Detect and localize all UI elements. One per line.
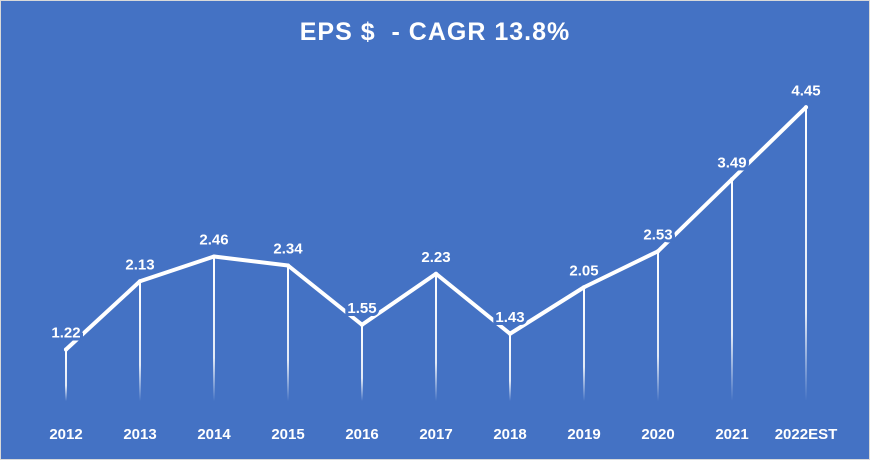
data-label-2013: 2.13 (125, 256, 154, 273)
drop-line-2016 (361, 324, 363, 401)
drop-line-2020 (657, 251, 659, 401)
data-point-2022est (804, 105, 808, 110)
data-point-2020 (656, 249, 660, 254)
data-label-2019: 2.05 (569, 262, 598, 279)
drop-line-2017 (435, 273, 437, 401)
data-label-2012: 1.22 (51, 325, 80, 342)
x-tick-label-2018: 2018 (493, 426, 526, 443)
drop-lines (65, 107, 807, 401)
x-tick-label-2017: 2017 (419, 426, 452, 443)
data-point-2021 (730, 177, 734, 182)
data-label-2021: 3.49 (717, 154, 746, 171)
x-tick-label-2021: 2021 (715, 426, 748, 443)
data-point-2017 (434, 271, 438, 276)
x-tick-label-2013: 2013 (123, 426, 156, 443)
data-point-2015 (286, 263, 290, 268)
data-point-2013 (138, 279, 142, 284)
data-point-2019 (582, 285, 586, 290)
x-tick-label-2022est: 2022EST (775, 426, 838, 443)
x-tick-label-2012: 2012 (49, 426, 82, 443)
x-tick-label-2014: 2014 (197, 426, 231, 443)
drop-line-2015 (287, 265, 289, 401)
data-label-2016: 1.55 (347, 300, 376, 317)
x-tick-label-2016: 2016 (345, 426, 378, 443)
data-label-2017: 2.23 (421, 249, 450, 266)
data-point-2012 (64, 347, 68, 352)
data-label-2014: 2.46 (199, 232, 228, 249)
drop-line-2018 (509, 333, 511, 401)
drop-line-2014 (213, 256, 215, 401)
chart-title: EPS $ - CAGR 13.8% (299, 18, 571, 46)
data-point-2018 (508, 331, 512, 336)
x-tick-label-2019: 2019 (567, 426, 600, 443)
data-label-2022est: 4.45 (791, 82, 820, 99)
series-line-group (64, 105, 808, 352)
drop-line-2013 (139, 281, 141, 401)
data-labels: 1.22 2.13 2.46 2.34 1.55 2.23 1.43 2.05 2.53 3.49… (48, 79, 823, 344)
drop-line-2021 (731, 179, 733, 401)
drop-line-2022est (805, 107, 807, 401)
drop-line-2019 (583, 287, 585, 401)
data-label-2015: 2.34 (273, 241, 303, 258)
data-label-2020: 2.53 (643, 226, 672, 243)
x-tick-label-2015: 2015 (271, 426, 304, 443)
drop-line-2012 (65, 349, 67, 401)
x-axis-tick-labels: 2012 2013 2014 2015 2016 2017 2018 2019 2020 2021… (49, 426, 837, 443)
data-label-2018: 1.43 (495, 309, 524, 326)
data-point-2014 (212, 254, 216, 259)
data-point-2016 (360, 322, 364, 327)
x-tick-label-2020: 2020 (641, 426, 674, 443)
